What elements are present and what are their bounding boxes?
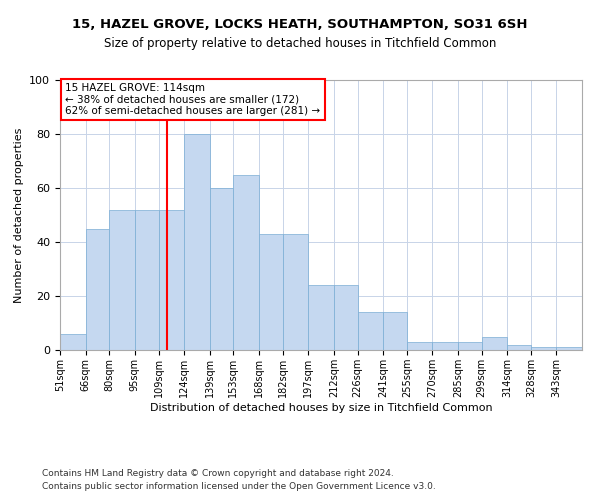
Bar bbox=[358, 312, 383, 350]
Bar bbox=[184, 134, 209, 350]
Text: Contains public sector information licensed under the Open Government Licence v3: Contains public sector information licen… bbox=[42, 482, 436, 491]
Y-axis label: Number of detached properties: Number of detached properties bbox=[14, 128, 24, 302]
Bar bbox=[407, 342, 433, 350]
Bar bbox=[458, 342, 482, 350]
Bar bbox=[60, 334, 86, 350]
X-axis label: Distribution of detached houses by size in Titchfield Common: Distribution of detached houses by size … bbox=[149, 402, 493, 412]
Bar bbox=[283, 234, 308, 350]
Bar bbox=[383, 312, 407, 350]
Bar bbox=[259, 234, 283, 350]
Bar bbox=[334, 285, 358, 350]
Bar bbox=[482, 336, 507, 350]
Bar bbox=[531, 348, 556, 350]
Bar bbox=[135, 210, 158, 350]
Bar bbox=[209, 188, 233, 350]
Bar bbox=[109, 210, 135, 350]
Text: Size of property relative to detached houses in Titchfield Common: Size of property relative to detached ho… bbox=[104, 38, 496, 51]
Bar bbox=[86, 228, 109, 350]
Text: 15, HAZEL GROVE, LOCKS HEATH, SOUTHAMPTON, SO31 6SH: 15, HAZEL GROVE, LOCKS HEATH, SOUTHAMPTO… bbox=[72, 18, 528, 30]
Bar bbox=[158, 210, 184, 350]
Bar bbox=[433, 342, 458, 350]
Bar bbox=[233, 174, 259, 350]
Bar bbox=[507, 344, 531, 350]
Bar bbox=[556, 348, 582, 350]
Bar bbox=[308, 285, 334, 350]
Text: Contains HM Land Registry data © Crown copyright and database right 2024.: Contains HM Land Registry data © Crown c… bbox=[42, 468, 394, 477]
Text: 15 HAZEL GROVE: 114sqm
← 38% of detached houses are smaller (172)
62% of semi-de: 15 HAZEL GROVE: 114sqm ← 38% of detached… bbox=[65, 82, 320, 116]
